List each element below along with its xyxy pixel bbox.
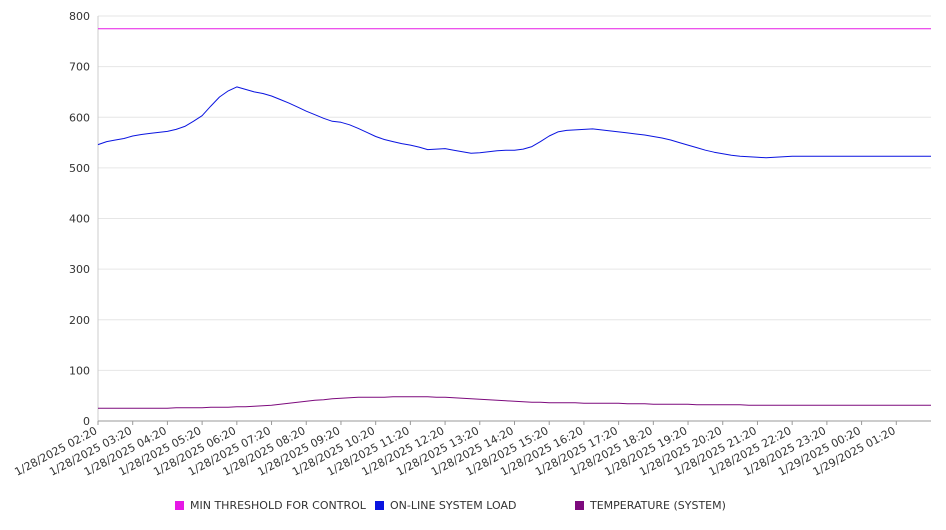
- legend-swatch-temperature: [575, 501, 584, 510]
- legend-item-system-load[interactable]: ON-LINE SYSTEM LOAD: [375, 499, 516, 512]
- system-load-line: [97, 86, 931, 159]
- y-tick-label: 300: [69, 263, 90, 276]
- y-tick-label: 800: [69, 10, 90, 23]
- y-tick-label: 200: [69, 314, 90, 327]
- x-tick-labels: 1/28/2025 02:201/28/2025 03:201/28/2025 …: [12, 424, 897, 478]
- y-tick-label: 700: [69, 61, 90, 74]
- y-tick-label: 0: [83, 415, 90, 428]
- legend-item-temperature[interactable]: TEMPERATURE (SYSTEM): [575, 499, 726, 512]
- y-tick-label: 500: [69, 162, 90, 175]
- y-tick-label: 400: [69, 213, 90, 226]
- legend-item-min-threshold[interactable]: MIN THRESHOLD FOR CONTROL: [175, 499, 366, 512]
- legend-swatch-min-threshold: [175, 501, 184, 510]
- legend-label-min-threshold: MIN THRESHOLD FOR CONTROL: [190, 499, 366, 512]
- temperature-line: [98, 396, 931, 409]
- series-layer: [97, 28, 931, 409]
- grid-layer: [98, 15, 931, 371]
- axis-layer: [97, 16, 931, 425]
- y-tick-labels: 0 100 200 300 400 500 600 700 800: [69, 10, 90, 428]
- y-tick-label: 600: [69, 111, 90, 124]
- y-tick-label: 100: [69, 364, 90, 377]
- chart-legend: MIN THRESHOLD FOR CONTROL ON-LINE SYSTEM…: [0, 499, 946, 513]
- legend-label-temperature: TEMPERATURE (SYSTEM): [590, 499, 726, 512]
- legend-swatch-system-load: [375, 501, 384, 510]
- legend-label-system-load: ON-LINE SYSTEM LOAD: [390, 499, 517, 512]
